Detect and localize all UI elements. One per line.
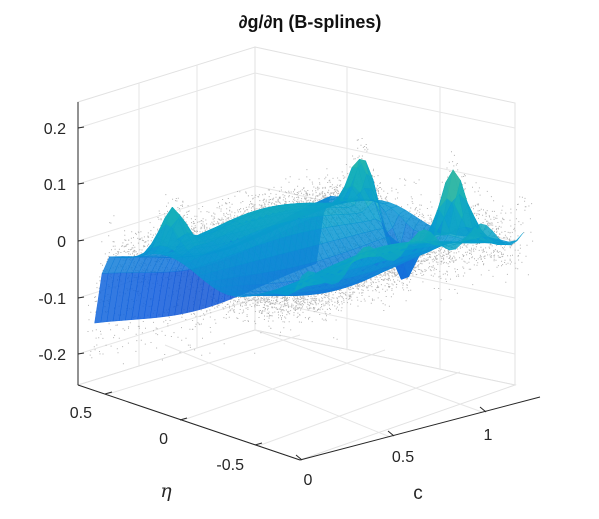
eta-tick: 0.5 bbox=[70, 391, 113, 422]
c-tick-label: 0.5 bbox=[392, 449, 414, 466]
x-axis-line bbox=[299, 396, 541, 461]
grid-line bbox=[77, 128, 256, 185]
chart-title: ∂g/∂η (B-splines) bbox=[239, 12, 382, 32]
grid-line bbox=[164, 344, 391, 438]
grid-line bbox=[257, 371, 461, 447]
z-tick-label: 0.1 bbox=[44, 177, 66, 194]
z-ticks: 0.2 0.1 0 -0.1 -0.2 bbox=[38, 121, 85, 364]
c-tick: 0 bbox=[295, 454, 313, 489]
eta-tick-label: 0.5 bbox=[70, 405, 92, 422]
c-tick-label: 1 bbox=[484, 427, 493, 444]
axis-lines bbox=[77, 102, 541, 461]
eta-tick-label: 0 bbox=[159, 431, 168, 448]
grid-line bbox=[254, 329, 483, 413]
z-tick-label: -0.1 bbox=[38, 291, 66, 308]
grid-line bbox=[254, 72, 516, 129]
grid-line bbox=[254, 298, 516, 355]
z-tick-label: -0.2 bbox=[38, 347, 66, 364]
z-tick: -0.2 bbox=[38, 347, 85, 364]
grid-line bbox=[77, 72, 256, 129]
grid-line bbox=[107, 334, 301, 395]
z-tick: 0.2 bbox=[44, 121, 85, 138]
eta-ticks: 0.5 0 -0.5 bbox=[70, 391, 263, 474]
z-tick: 0 bbox=[57, 234, 85, 251]
eta-tick: -0.5 bbox=[216, 442, 263, 474]
z-tick-label: 0 bbox=[57, 234, 66, 251]
y-axis-line bbox=[77, 384, 301, 461]
c-tick: 0.5 bbox=[387, 430, 414, 466]
eta-tick-label: -0.5 bbox=[216, 457, 244, 474]
grid-line bbox=[77, 298, 256, 355]
grid-line bbox=[182, 349, 386, 421]
z-tick-label: 0.2 bbox=[44, 121, 66, 138]
c-tick: 1 bbox=[479, 406, 493, 444]
eta-tick: 0 bbox=[159, 417, 188, 448]
z-tick: 0.1 bbox=[44, 177, 85, 194]
c-axis-label: c bbox=[413, 483, 423, 504]
c-tick-label: 0 bbox=[304, 472, 313, 489]
eta-axis-label: η bbox=[160, 480, 172, 502]
z-tick: -0.1 bbox=[38, 291, 85, 308]
surface-patch bbox=[509, 232, 524, 244]
c-ticks: 0 0.5 1 bbox=[295, 406, 493, 489]
grid-line bbox=[254, 128, 516, 185]
grid-line bbox=[77, 185, 256, 242]
colored-surface bbox=[94, 158, 524, 324]
